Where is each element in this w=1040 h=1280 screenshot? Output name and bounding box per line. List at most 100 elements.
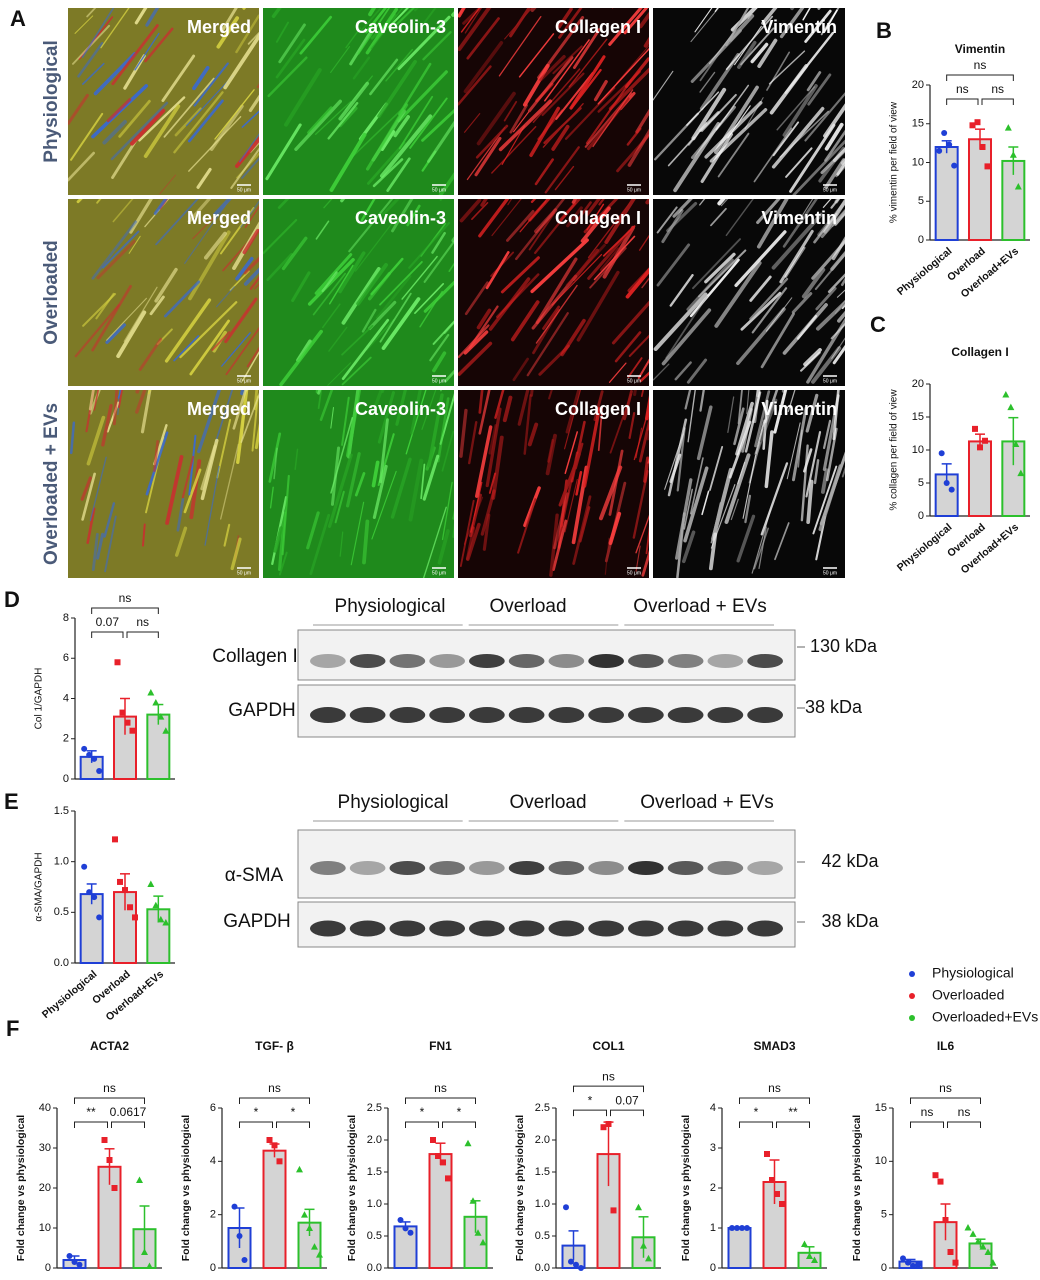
- streak: [805, 431, 822, 498]
- streak: [753, 527, 769, 570]
- streak: [830, 250, 845, 271]
- streak: [200, 444, 217, 491]
- column-label: Vimentin: [761, 399, 837, 419]
- streak: [802, 8, 811, 21]
- data-point: [984, 1248, 992, 1255]
- streak: [118, 99, 151, 138]
- streak: [800, 444, 809, 522]
- streak: [840, 277, 845, 287]
- blot-band: [309, 707, 346, 723]
- streak: [836, 160, 845, 176]
- streak: [701, 490, 710, 516]
- streak: [246, 346, 259, 368]
- y-tick-label: 15: [875, 1102, 887, 1114]
- y-axis-label: Fold change vs physiological: [680, 1115, 692, 1262]
- streak: [669, 274, 694, 307]
- streak: [643, 36, 649, 48]
- data-point: [136, 1176, 143, 1183]
- blot-band: [468, 707, 505, 723]
- streak: [782, 84, 818, 137]
- streak: [604, 199, 636, 245]
- streak: [405, 390, 427, 455]
- blot-band: [707, 920, 744, 937]
- data-point: [938, 450, 945, 457]
- y-tick-label: 4: [63, 692, 69, 704]
- streak: [317, 390, 323, 410]
- data-point: [989, 1259, 997, 1266]
- data-point: [1007, 403, 1015, 411]
- y-tick-label: 20: [912, 378, 924, 390]
- streak: [267, 56, 308, 98]
- data-point: [974, 1237, 982, 1245]
- blot-band: [627, 920, 664, 937]
- column-label: Collagen I: [555, 399, 641, 419]
- column-label: Caveolin-3: [355, 399, 446, 419]
- streak: [683, 466, 709, 543]
- streak: [760, 312, 795, 369]
- micrograph: [263, 8, 454, 195]
- data-point: [316, 1251, 323, 1258]
- streak: [307, 258, 355, 306]
- streak: [803, 448, 813, 473]
- data-point: [977, 444, 983, 451]
- streak: [74, 304, 120, 358]
- streak: [348, 199, 394, 253]
- streak: [427, 120, 454, 163]
- streak: [760, 462, 789, 536]
- significance-label: ns: [956, 82, 969, 96]
- streak: [187, 99, 224, 143]
- streak: [232, 390, 247, 430]
- streak: [408, 458, 424, 522]
- data-point: [119, 709, 126, 716]
- data-point: [440, 1159, 446, 1166]
- streak: [645, 525, 649, 555]
- y-tick-label: 0.5: [535, 1230, 550, 1242]
- blot-band: [349, 861, 386, 875]
- streak: [393, 115, 410, 138]
- micrograph: [653, 8, 845, 195]
- data-point: [106, 1157, 113, 1163]
- streak: [485, 407, 502, 488]
- panel-letter: D: [4, 587, 20, 612]
- streak: [807, 73, 832, 106]
- streak: [727, 396, 735, 434]
- blot-band: [747, 920, 784, 937]
- streak: [263, 219, 298, 255]
- column-label: Vimentin: [761, 17, 837, 37]
- y-tick-label: 1.5: [54, 805, 69, 817]
- streak: [334, 490, 345, 524]
- streak: [587, 229, 632, 280]
- streak: [539, 54, 566, 82]
- blot-band: [627, 861, 664, 875]
- blot-row-label: GAPDH: [223, 911, 291, 932]
- blot-band: [508, 654, 545, 668]
- data-point: [915, 1261, 921, 1268]
- data-point: [266, 1137, 273, 1143]
- x-tick-label: Physiological: [895, 245, 955, 298]
- streak: [541, 72, 585, 117]
- streak: [243, 267, 259, 286]
- data-point: [96, 767, 103, 774]
- data-point: [91, 755, 98, 762]
- data-point: [952, 1259, 959, 1266]
- chart-title: TGF- β: [255, 1039, 294, 1053]
- streak: [183, 468, 202, 514]
- significance-bracket: [442, 1121, 476, 1128]
- streak: [243, 256, 259, 275]
- streak: [746, 390, 750, 415]
- streak: [211, 331, 231, 351]
- streak: [616, 44, 649, 84]
- significance-label: ns: [921, 1105, 934, 1119]
- streak: [733, 407, 745, 446]
- streak: [717, 132, 750, 178]
- data-point: [600, 1124, 607, 1131]
- streak: [421, 390, 437, 430]
- streak: [96, 532, 105, 560]
- streak: [294, 448, 299, 471]
- blot-band: [667, 707, 704, 723]
- streak: [354, 222, 393, 272]
- blot-band: [707, 861, 744, 875]
- streak: [352, 56, 371, 80]
- significance-label: ns: [103, 1081, 116, 1095]
- streak: [341, 318, 390, 381]
